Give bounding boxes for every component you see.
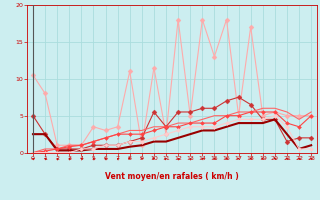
X-axis label: Vent moyen/en rafales ( km/h ): Vent moyen/en rafales ( km/h ): [105, 172, 239, 181]
